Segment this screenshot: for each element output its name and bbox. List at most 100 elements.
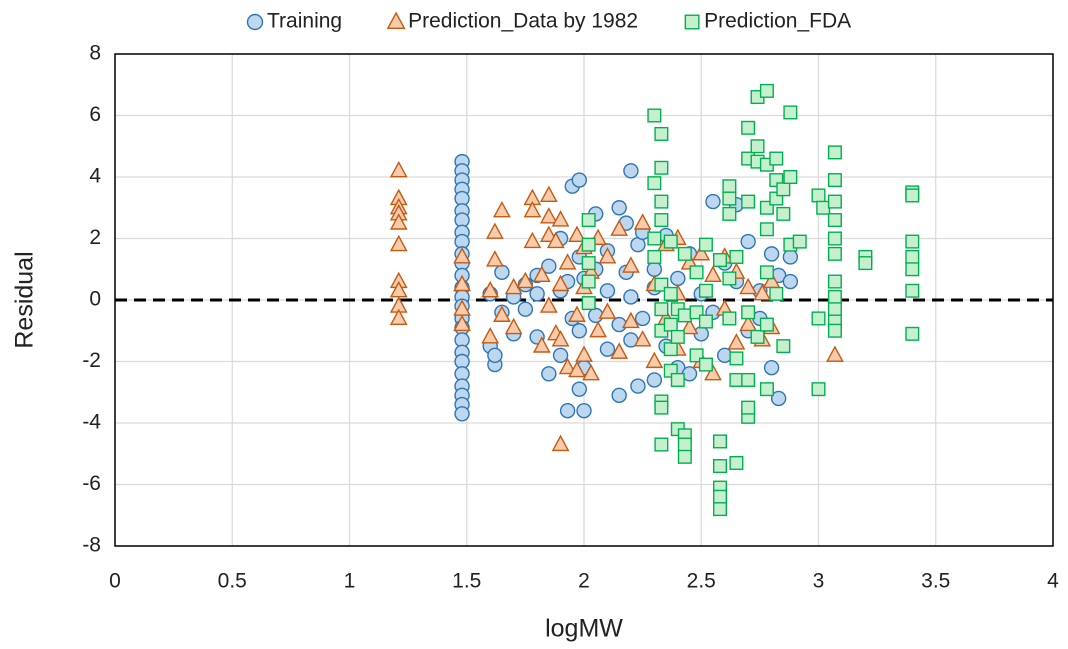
y-tick-label: 0 xyxy=(89,288,101,311)
point xyxy=(389,213,408,230)
point xyxy=(722,191,737,206)
point xyxy=(654,213,669,228)
point xyxy=(663,286,678,301)
point xyxy=(729,351,744,366)
point xyxy=(827,302,842,317)
point xyxy=(647,108,662,123)
x-tick-label: 0.5 xyxy=(218,570,247,593)
point xyxy=(646,261,663,277)
legend-label: Training xyxy=(267,10,342,33)
point xyxy=(532,265,551,282)
point xyxy=(576,403,592,419)
point xyxy=(827,246,842,261)
point xyxy=(750,329,765,344)
point xyxy=(517,301,534,317)
point xyxy=(826,345,844,362)
x-tick-label: 1 xyxy=(344,570,356,593)
point xyxy=(571,381,588,397)
point xyxy=(633,213,652,230)
point xyxy=(713,502,728,517)
point xyxy=(539,207,558,224)
point xyxy=(827,323,842,338)
point xyxy=(532,336,551,353)
point xyxy=(759,317,774,332)
point xyxy=(783,169,798,184)
point xyxy=(741,372,756,387)
point xyxy=(713,489,728,504)
point xyxy=(827,289,842,304)
point xyxy=(670,329,685,344)
point xyxy=(663,342,678,357)
point xyxy=(611,387,627,404)
point xyxy=(677,437,692,452)
point xyxy=(722,271,737,286)
point xyxy=(792,234,807,249)
point xyxy=(816,200,831,215)
point xyxy=(486,250,504,267)
point xyxy=(680,317,699,335)
point xyxy=(559,403,576,419)
point xyxy=(389,308,408,326)
point xyxy=(827,194,842,209)
point xyxy=(759,265,774,280)
x-tick-label: 2.5 xyxy=(687,570,716,593)
point xyxy=(759,222,774,237)
point xyxy=(516,271,535,289)
legend-marker xyxy=(386,11,406,29)
point xyxy=(622,311,640,329)
point xyxy=(905,326,920,341)
y-tick-label: -6 xyxy=(82,472,101,495)
point xyxy=(389,160,408,178)
point xyxy=(776,339,791,354)
point xyxy=(759,382,774,397)
point xyxy=(623,163,639,179)
point xyxy=(598,302,617,319)
point xyxy=(741,194,756,209)
point xyxy=(523,200,542,218)
point xyxy=(552,347,569,364)
point xyxy=(654,160,669,175)
y-tick-label: 2 xyxy=(89,226,101,249)
point xyxy=(575,345,593,362)
point xyxy=(905,234,920,249)
point xyxy=(486,222,504,239)
point xyxy=(763,246,780,262)
point xyxy=(782,273,799,290)
legend-label: Prediction_Data by 1982 xyxy=(408,10,638,33)
point xyxy=(905,283,920,298)
point xyxy=(729,455,744,470)
x-axis-label: logMW xyxy=(545,615,623,643)
point xyxy=(589,320,607,338)
point xyxy=(905,188,920,203)
point xyxy=(598,247,617,264)
point xyxy=(677,308,692,323)
point xyxy=(692,244,711,261)
point xyxy=(729,372,744,387)
x-tick-label: 0 xyxy=(109,570,121,593)
point xyxy=(539,296,558,313)
point xyxy=(654,126,669,141)
point xyxy=(763,359,780,376)
point xyxy=(713,253,728,268)
point xyxy=(599,283,616,299)
point xyxy=(558,357,577,375)
x-tick-label: 3.5 xyxy=(921,570,950,593)
point xyxy=(389,234,408,252)
point xyxy=(647,176,662,191)
point xyxy=(529,286,545,302)
point xyxy=(729,249,744,264)
point xyxy=(487,347,503,364)
point xyxy=(811,311,826,326)
point xyxy=(551,274,570,292)
point xyxy=(759,83,774,98)
point xyxy=(633,330,652,347)
point xyxy=(581,296,596,311)
point xyxy=(705,193,721,210)
point xyxy=(568,305,586,322)
point xyxy=(647,249,662,264)
point xyxy=(481,327,500,344)
point xyxy=(698,237,713,252)
point xyxy=(663,317,678,332)
point xyxy=(647,231,662,246)
